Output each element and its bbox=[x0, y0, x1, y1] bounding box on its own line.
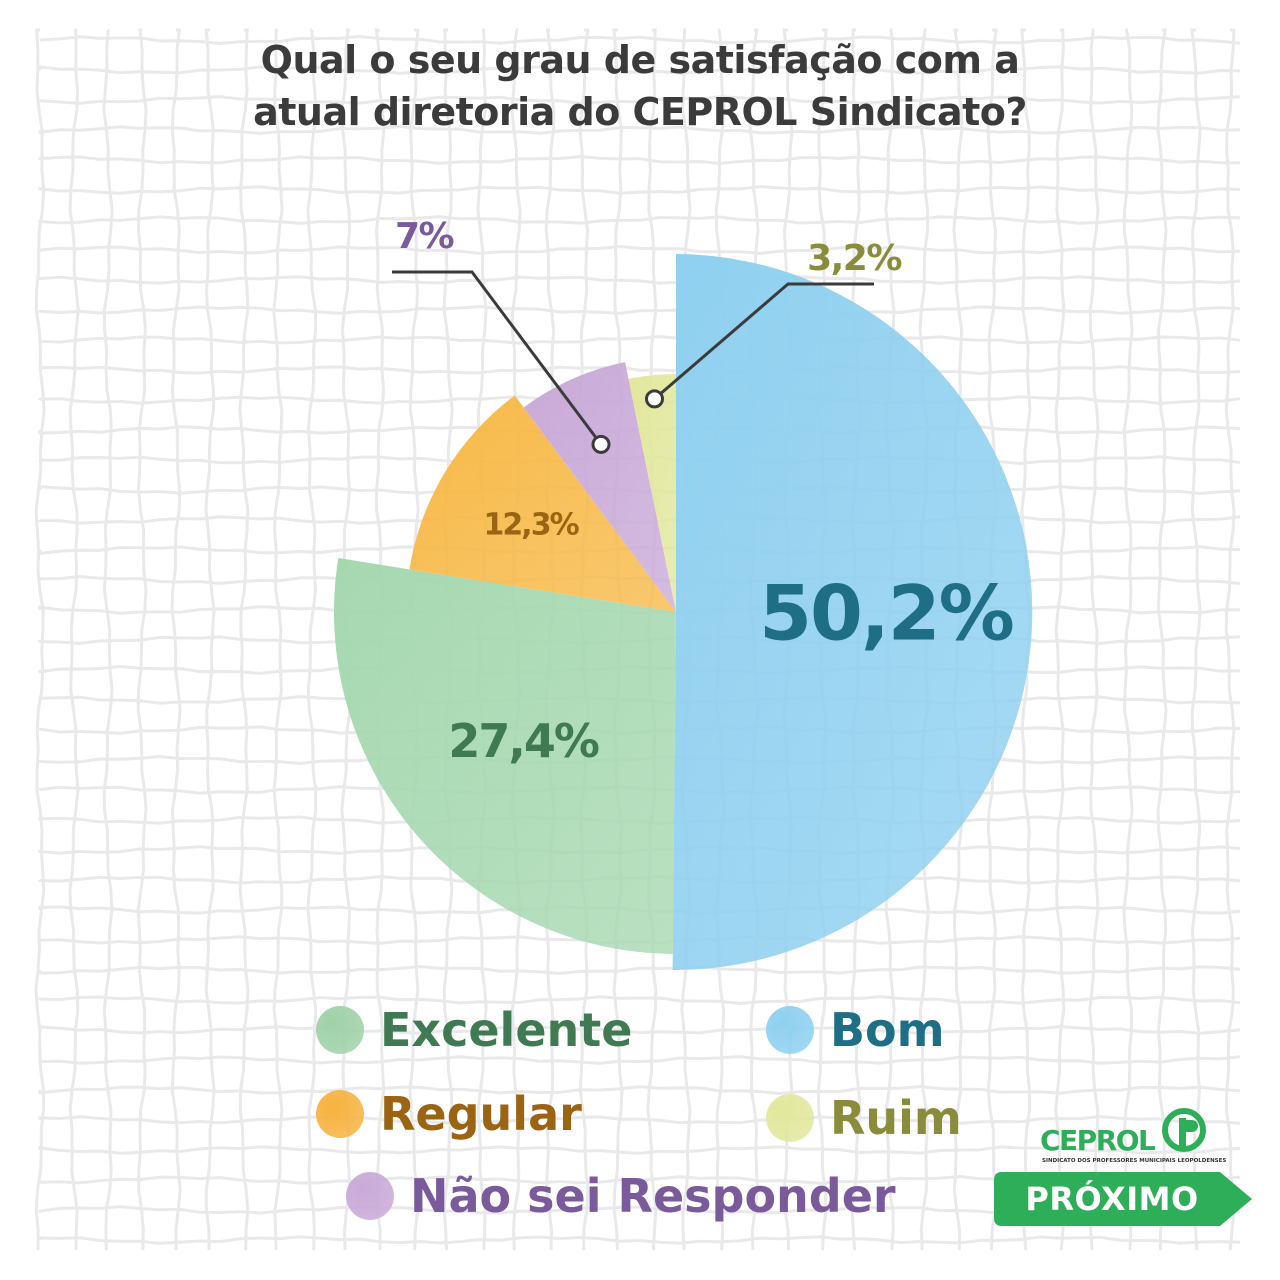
legend-swatch-ruim bbox=[766, 1094, 814, 1142]
legend-swatch-excelente bbox=[316, 1006, 364, 1054]
ceprol-logo: CEPROL SINDICATO DOS PROFESSORES MUNICIP… bbox=[1040, 1108, 1227, 1170]
callout-dot-nao-sei-responder bbox=[591, 434, 611, 454]
legend-swatch-bom bbox=[766, 1006, 814, 1054]
legend-item-regular: Regular bbox=[316, 1084, 582, 1144]
legend-swatch-regular bbox=[316, 1090, 364, 1138]
logo-wordmark: CEPROL bbox=[1040, 1124, 1156, 1157]
callout-dot-ruim bbox=[645, 389, 664, 409]
callout-line-nao-sei-responder bbox=[392, 270, 603, 446]
legend-swatch-nao-sei bbox=[346, 1172, 394, 1220]
legend-item-nao-sei: Não sei Responder bbox=[346, 1166, 896, 1226]
pie-slice-excelente bbox=[334, 558, 676, 954]
data-label-ruim: 3,2% bbox=[807, 238, 901, 279]
chart-title: Qual o seu grau de satisfação com a atua… bbox=[0, 34, 1280, 138]
pie-slice-bom bbox=[672, 254, 1033, 971]
data-label-regular: 12,3% bbox=[484, 507, 580, 542]
legend-label-ruim: Ruim bbox=[830, 1091, 962, 1145]
callout-line-ruim bbox=[653, 282, 874, 401]
chart-title-line-2: atual diretoria do CEPROL Sindicato? bbox=[253, 90, 1027, 134]
pie-slice-ruim bbox=[628, 374, 676, 612]
legend-label-nao-sei: Não sei Responder bbox=[410, 1169, 896, 1223]
legend-item-excelente: Excelente bbox=[316, 1000, 632, 1060]
data-label-bom: 50,2% bbox=[759, 569, 1013, 658]
legend-label-regular: Regular bbox=[380, 1087, 582, 1141]
next-button-label: PRÓXIMO bbox=[1025, 1180, 1199, 1218]
next-button-arrow-shape bbox=[994, 1172, 1252, 1226]
pie-slice-nao-sei-responder bbox=[523, 362, 676, 612]
logo-mark-icon bbox=[1162, 1108, 1206, 1152]
pie-slice-regular bbox=[409, 395, 676, 612]
legend-label-excelente: Excelente bbox=[380, 1003, 633, 1057]
chart-title-line-1: Qual o seu grau de satisfação com a bbox=[260, 38, 1020, 82]
data-label-nao-sei-responder: 7% bbox=[395, 216, 454, 257]
next-button[interactable]: PRÓXIMO bbox=[994, 1172, 1254, 1226]
legend-item-bom: Bom bbox=[766, 1000, 945, 1060]
data-label-excelente: 27,4% bbox=[448, 714, 598, 768]
logo-tagline: SINDICATO DOS PROFESSORES MUNICIPAIS LEO… bbox=[1042, 1158, 1227, 1164]
legend-item-ruim: Ruim bbox=[766, 1088, 962, 1148]
legend-label-bom: Bom bbox=[830, 1003, 945, 1057]
